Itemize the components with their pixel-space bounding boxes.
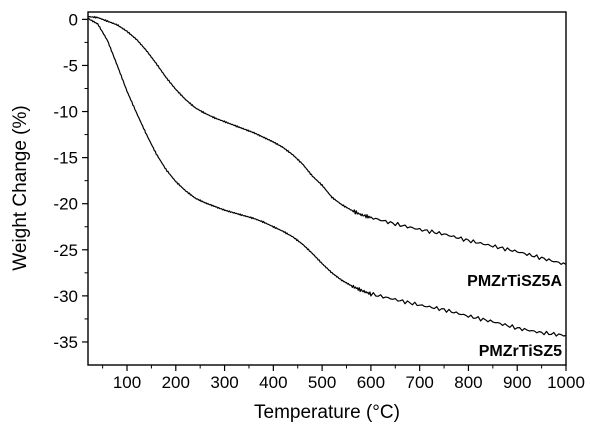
series-label-pmzrtisz5a: PMZrTiSZ5A [467,273,562,290]
x-axis-title: Temperature (°C) [254,402,400,423]
y-tick-label: -10 [53,103,78,122]
x-tick-label: 400 [259,373,287,392]
x-tick-label: 500 [308,373,336,392]
x-tick-label: 800 [454,373,482,392]
y-axis-title: Weight Change (%) [10,105,31,270]
series-label-pmzrtisz5: PMZrTiSZ5 [479,343,562,360]
x-tick-label: 900 [503,373,531,392]
series-line-0 [87,15,567,266]
x-tick-label: 1000 [547,373,585,392]
x-tick-label: 700 [405,373,433,392]
y-tick-label: -25 [53,241,78,260]
label-layer: Temperature (°C) Weight Change (%) PMZrT… [10,105,562,423]
series-layer [87,15,567,337]
y-tick-label: -35 [53,333,78,352]
series-line-1 [87,17,567,337]
plot-frame [87,11,567,366]
x-tick-label: 100 [113,373,141,392]
x-tick-label: 600 [357,373,385,392]
x-tick-label: 300 [210,373,238,392]
y-tick-label: -5 [63,56,78,75]
y-tick-label: -15 [53,149,78,168]
y-tick-label: -20 [53,195,78,214]
tick-layer: 100 200 300 400 500 600 700 800 900 1000 0 -5 -10 -15… [53,10,584,392]
y-tick-label: 0 [69,10,78,29]
x-tick-label: 200 [162,373,190,392]
y-tick-label: -30 [53,287,78,306]
